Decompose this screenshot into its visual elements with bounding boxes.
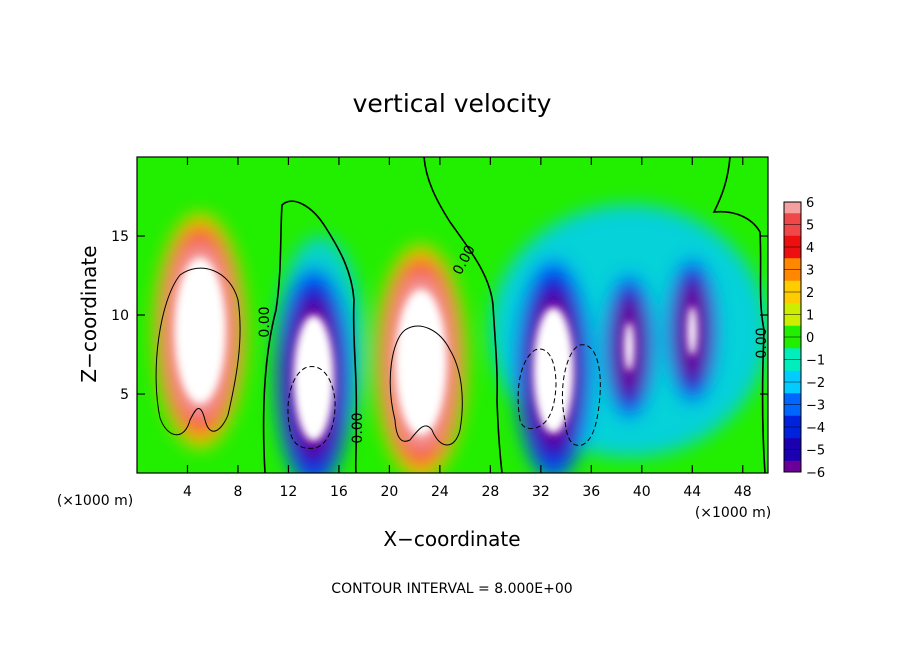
colorbar-tick-label: 0 (806, 331, 814, 346)
colorbar-swatch (784, 235, 801, 248)
y-tick-label: 5 (120, 387, 129, 403)
colorbar-swatch (784, 460, 801, 473)
colorbar-swatch (784, 415, 801, 428)
x-tick-label: 36 (582, 484, 600, 500)
y-tick-label: 10 (111, 308, 129, 324)
colorbar-tick-label: 3 (806, 264, 814, 279)
colorbar-swatch (784, 269, 801, 282)
inner-contour-downdraft-1[interactable] (287, 366, 336, 449)
x-tick-label: 40 (633, 484, 651, 500)
colorbar-swatch (784, 213, 801, 225)
colorbar-swatch (784, 370, 801, 383)
inner-contours (155, 267, 601, 449)
colorbar-swatch (784, 247, 801, 259)
colorbar-tick-label: 4 (806, 241, 814, 256)
colorbar-swatch (784, 258, 801, 270)
plot-area (137, 157, 768, 473)
field-core (533, 307, 574, 434)
velocity-field (154, 204, 768, 473)
colorbar-swatch (784, 438, 801, 450)
x-axis-label: X−coordinate (383, 527, 520, 551)
colorbar-swatch (784, 359, 801, 372)
inner-contour-downdraft-3[interactable] (562, 344, 601, 446)
x-tick-label: 32 (532, 484, 550, 500)
colorbar-swatch (784, 427, 801, 439)
field-cores (174, 258, 698, 442)
colorbar-tick-label: 2 (806, 286, 814, 301)
colorbar-swatch (784, 202, 801, 214)
colorbar-swatch (784, 393, 801, 405)
zero-contour-right (712, 157, 766, 473)
x-tick-label: 20 (380, 484, 398, 500)
contour-label: 0.00 (754, 327, 770, 358)
x-tick-label: 48 (734, 484, 752, 500)
field-core (293, 315, 334, 442)
x-tick-label: 12 (280, 484, 298, 500)
colorbar-tick-label: 6 (806, 196, 814, 211)
contour-label: 0.00 (350, 412, 366, 443)
x-tick-label: 8 (233, 484, 242, 500)
y-axis-label: Z−coordinate (77, 245, 101, 382)
colorbar-swatch (784, 382, 801, 394)
colorbar-swatch (784, 325, 801, 338)
colorbar: 6 5 4 3 2 1 0 −1 −2 −3 −4 −5 −6 (783, 196, 825, 481)
x-axis-ticks: 4 8 12 16 20 24 28 32 36 40 44 48 (183, 157, 752, 500)
x-tick-label: 44 (683, 484, 701, 500)
zero-contour-middle (423, 157, 503, 473)
colorbar-swatch (784, 337, 801, 349)
x-unit-left: (×1000 m) (57, 493, 133, 509)
colorbar-tick-label: −3 (806, 399, 825, 414)
colorbar-swatch (784, 292, 801, 304)
field-core (687, 306, 698, 356)
contour-label: 0.00 (257, 306, 273, 337)
colorbar-swatch (784, 224, 801, 237)
x-tick-label: 16 (330, 484, 348, 500)
colorbar-tick-label: −1 (806, 354, 825, 369)
colorbar-swatch (784, 449, 801, 462)
inner-contour-updraft-1 (155, 267, 241, 436)
colorbar-swatch (784, 404, 801, 417)
colorbar-swatch (784, 303, 801, 315)
colorbar-tick-label: −6 (806, 466, 825, 481)
chart-title: vertical velocity (353, 89, 552, 118)
colorbar-tick-label: 5 (806, 219, 814, 234)
colorbar-swatch (784, 280, 801, 293)
x-unit-right: (×1000 m) (695, 505, 771, 521)
x-tick-label: 24 (431, 484, 449, 500)
zero-contours (262, 157, 766, 473)
colorbar-tick-label: −2 (806, 376, 825, 391)
field-core (624, 321, 635, 372)
inner-contour-downdraft-2[interactable] (517, 348, 557, 429)
contour-interval-note: CONTOUR INTERVAL = 8.000E+00 (331, 581, 572, 597)
zero-contour-left (262, 200, 358, 473)
field-core (174, 258, 226, 404)
colorbar-tick-label: 1 (806, 309, 814, 324)
colorbar-swatch (784, 348, 801, 360)
inner-contour-updraft-2 (389, 325, 463, 446)
x-tick-label: 4 (183, 484, 192, 500)
colorbar-tick-label: −5 (806, 444, 825, 459)
colorbar-swatch (784, 314, 801, 327)
y-tick-label: 15 (111, 229, 129, 245)
y-axis-ticks: 5 10 15 (111, 229, 768, 403)
field-core (395, 289, 447, 436)
contour-label-group: 0.00 0.00 0.00 0.00 (257, 243, 770, 444)
colorbar-tick-label: −4 (806, 421, 825, 436)
x-tick-label: 28 (481, 484, 499, 500)
